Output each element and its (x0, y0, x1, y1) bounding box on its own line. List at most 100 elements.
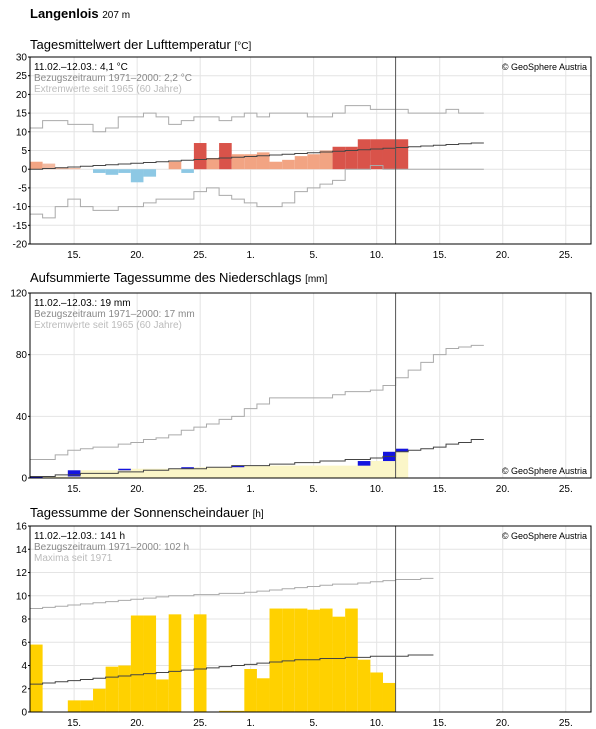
sunshine-ytick: 16 (16, 522, 28, 533)
sunshine-bar (256, 678, 270, 712)
precipitation-xtick: 5. (309, 484, 317, 495)
temperature-ytick: 0 (21, 165, 27, 176)
temperature-max-line (30, 105, 484, 133)
temperature-bar (332, 146, 346, 170)
temperature-bar (105, 169, 119, 175)
precipitation-chart-title: Aufsummierte Tagessumme des Niederschlag… (30, 270, 327, 285)
sunshine-ytick: 14 (16, 545, 28, 556)
precipitation-area (30, 448, 409, 478)
precipitation-xtick: 20. (496, 484, 510, 495)
sunshine-ytick: 2 (21, 684, 27, 695)
sunshine-legend-reference: Bezugszeitraum 1971–2000: 102 h (34, 542, 189, 553)
sunshine-bar (193, 614, 207, 712)
temperature-bar (256, 152, 270, 170)
temperature-xtick: 20. (496, 250, 510, 261)
temperature-bar (143, 169, 157, 177)
sunshine-ytick: 12 (16, 568, 28, 579)
temperature-bar (345, 146, 358, 170)
temperature-ytick: 10 (16, 127, 28, 138)
precipitation-xtick: 20. (130, 484, 144, 495)
temperature-ytick: -20 (13, 240, 28, 251)
sunshine-bar (357, 659, 371, 712)
temperature-bar (55, 167, 68, 170)
sunshine-ytick: 8 (21, 615, 27, 626)
sunshine-bar (370, 672, 383, 712)
temperature-ytick: 15 (16, 109, 28, 120)
temperature-ytick: 20 (16, 90, 28, 101)
temperature-min-line (30, 164, 484, 219)
precipitation-xtick: 10. (370, 484, 384, 495)
precipitation-xtick: 15. (67, 484, 81, 495)
sunshine-legend-current: 11.02.–12.03.: 141 h (34, 531, 125, 542)
sunshine-legend-extremes: Maxima seit 1971 (34, 553, 113, 564)
temperature-bar (93, 169, 106, 173)
precipitation-bar (67, 470, 81, 477)
temperature-ytick: 25 (16, 71, 28, 82)
sunshine-title-text: Tagessumme der Sonnenscheindauer (30, 505, 249, 520)
temperature-bar (193, 143, 207, 170)
temperature-bar (269, 161, 283, 170)
sunshine-xtick: 25. (193, 718, 207, 729)
sunshine-bar (219, 710, 232, 712)
temperature-title-text: Tagesmittelwert der Lufttemperatur (30, 37, 231, 52)
sunshine-bar (345, 608, 358, 712)
temperature-xtick: 1. (246, 250, 254, 261)
precipitation-frame (29, 292, 592, 479)
temperature-bar (118, 169, 131, 173)
precipitation-bar (231, 465, 245, 468)
sunshine-xtick: 10. (370, 718, 384, 729)
sunshine-bar (319, 608, 333, 712)
precipitation-ytick: 40 (16, 412, 28, 423)
precipitation-xtick: 25. (193, 484, 207, 495)
temperature-bar (307, 154, 320, 170)
temperature-bar (206, 157, 220, 170)
station-name: Langenlois (30, 6, 99, 21)
precipitation-legend-extremes: Extremwerte seit 1965 (60 Jahre) (34, 320, 182, 331)
sunshine-bar (143, 615, 157, 712)
sunshine-ytick: 10 (16, 591, 28, 602)
station-header: Langenlois 207 m (30, 6, 130, 21)
sunshine-bar (269, 608, 283, 712)
sunshine-xtick: 20. (130, 718, 144, 729)
station-elevation: 207 m (102, 10, 131, 21)
sunshine-ytick: 6 (21, 638, 27, 649)
temperature-xtick: 15. (67, 250, 81, 261)
temperature-bar (319, 150, 333, 170)
sunshine-bar (307, 609, 320, 712)
temperature-xtick: 5. (309, 250, 317, 261)
temperature-bar (395, 139, 409, 170)
temperature-bar (219, 143, 232, 170)
precipitation-bar (357, 461, 371, 466)
temperature-bar (357, 139, 371, 170)
precipitation-max-line (30, 344, 484, 460)
temperature-bar (130, 169, 144, 183)
temperature-ytick: -10 (13, 202, 28, 213)
sunshine-ytick: 4 (21, 661, 27, 672)
sunshine-bar (130, 615, 144, 712)
precipitation-legend-reference: Bezugszeitraum 1971–2000: 17 mm (34, 309, 195, 320)
sunshine-bar (382, 682, 396, 712)
temperature-bar (42, 163, 56, 170)
sunshine-bar (244, 668, 257, 712)
temperature-ytick: 5 (21, 146, 27, 157)
temperature-xtick: 25. (193, 250, 207, 261)
sunshine-bar (282, 608, 295, 712)
temperature-reference-line (30, 142, 484, 170)
temperature-bar (30, 161, 43, 170)
sunshine-bar (231, 710, 245, 712)
sunshine-xtick: 15. (67, 718, 81, 729)
precipitation-reference-line (30, 438, 484, 477)
temperature-bar (282, 159, 295, 170)
precipitation-bar (118, 468, 131, 471)
sunshine-xtick: 20. (496, 718, 510, 729)
precipitation-title-text: Aufsummierte Tagessumme des Niederschlag… (30, 270, 302, 285)
precipitation-bar (181, 467, 194, 469)
sunshine-bar (80, 700, 94, 712)
sunshine-bar (118, 665, 131, 712)
temperature-bar (231, 154, 245, 170)
sunshine-reference-line (30, 654, 434, 685)
temperature-bar (294, 156, 308, 170)
temperature-copyright: © GeoSphere Austria (502, 62, 587, 72)
temperature-legend-current: 11.02.–12.03.: 4,1 °C (34, 62, 128, 73)
sunshine-xtick: 15. (433, 718, 447, 729)
